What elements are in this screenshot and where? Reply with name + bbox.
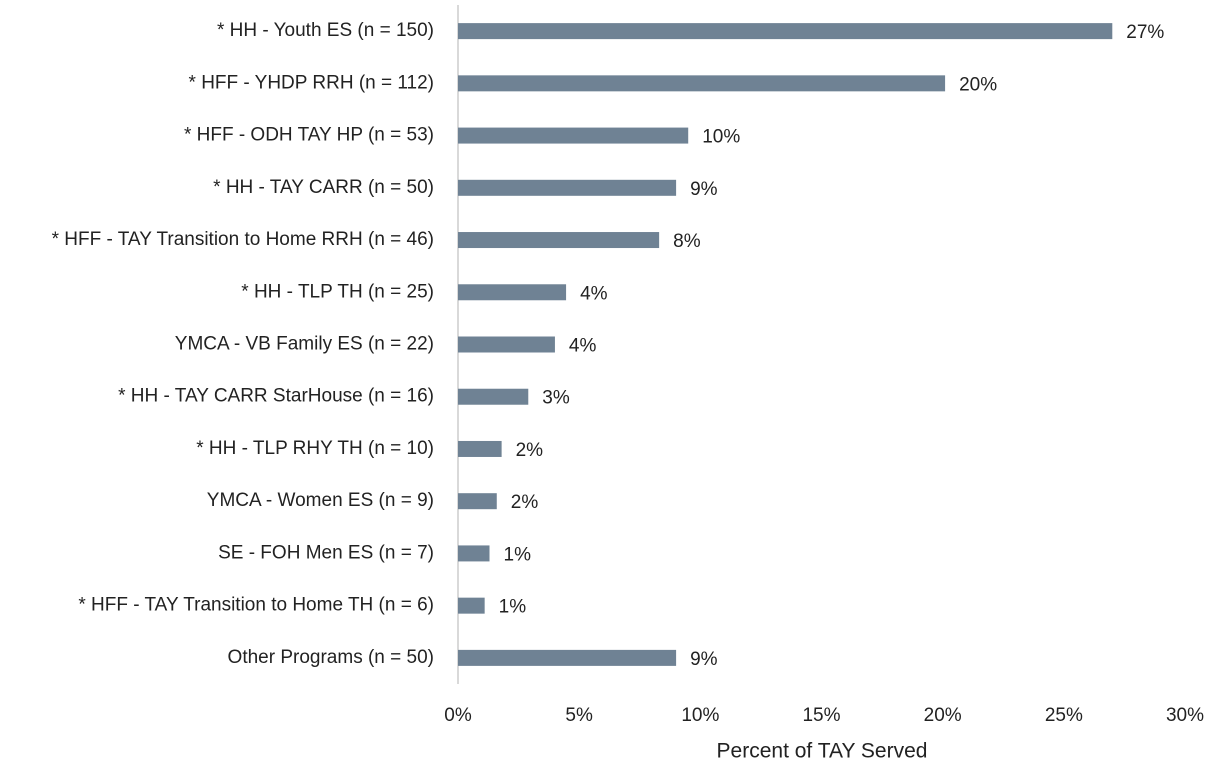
data-label: 9% (690, 179, 718, 200)
y-tick-label: Other Programs (n = 50) (228, 647, 434, 668)
data-label: 4% (569, 336, 597, 357)
y-tick-label: YMCA - VB Family ES (n = 22) (175, 334, 434, 355)
x-tick-label: 5% (565, 705, 593, 726)
bar (458, 493, 497, 510)
bar (458, 649, 677, 666)
bar (458, 336, 555, 353)
data-label: 4% (580, 283, 608, 304)
y-tick-label: * HFF - TAY Transition to Home RRH (n = … (52, 229, 434, 250)
bar (458, 23, 1113, 40)
x-axis-title: Percent of TAY Served (717, 740, 928, 763)
y-tick-label: * HH - TLP RHY TH (n = 10) (196, 438, 434, 459)
bar (458, 284, 567, 301)
bar (458, 75, 946, 92)
y-tick-label: * HH - TAY CARR StarHouse (n = 16) (118, 386, 434, 407)
x-tick-label: 15% (802, 705, 840, 726)
y-tick-label: * HH - TAY CARR (n = 50) (213, 177, 434, 198)
data-label: 27% (1126, 22, 1164, 43)
data-label: 1% (499, 597, 527, 618)
data-label: 3% (542, 388, 570, 409)
x-tick-label: 30% (1166, 705, 1204, 726)
data-label: 10% (702, 127, 740, 148)
y-tick-label: * HH - Youth ES (n = 150) (217, 20, 434, 41)
data-label: 8% (673, 231, 701, 252)
x-tick-label: 10% (681, 705, 719, 726)
bar (458, 232, 660, 249)
bar (458, 127, 689, 144)
data-label: 2% (516, 440, 544, 461)
bar (458, 545, 490, 562)
bar (458, 388, 529, 405)
y-tick-label: * HFF - ODH TAY HP (n = 53) (184, 125, 434, 146)
bar (458, 440, 502, 457)
y-tick-label: * HFF - TAY Transition to Home TH (n = 6… (78, 595, 434, 616)
x-tick-label: 25% (1045, 705, 1083, 726)
data-label: 1% (504, 544, 532, 565)
y-tick-label: * HH - TLP TH (n = 25) (241, 281, 434, 302)
data-label: 20% (959, 74, 997, 95)
y-tick-label: SE - FOH Men ES (n = 7) (218, 542, 434, 563)
data-label: 2% (511, 492, 539, 513)
bar (458, 597, 485, 614)
data-label: 9% (690, 649, 718, 670)
x-tick-label: 0% (444, 705, 472, 726)
y-tick-label: YMCA - Women ES (n = 9) (207, 490, 434, 511)
y-tick-label: * HFF - YHDP RRH (n = 112) (189, 72, 434, 93)
x-tick-label: 20% (924, 705, 962, 726)
bar (458, 179, 677, 196)
